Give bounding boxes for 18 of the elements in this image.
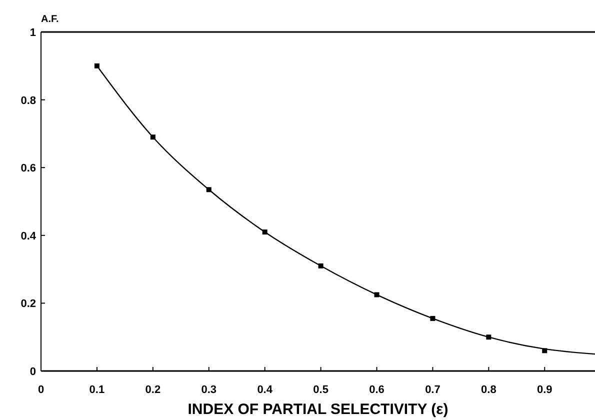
x-tick-label: 0.6 (369, 384, 384, 396)
y-tick-label: 1 (30, 27, 36, 39)
y-tick-label: 0 (30, 366, 36, 378)
y-tick-label: 0.8 (20, 94, 36, 107)
x-tick-label: 0.8 (481, 384, 496, 396)
x-tick-label: 0.3 (201, 384, 217, 396)
x-axis-title: INDEX OF PARTIAL SELECTIVITY (ε) (188, 401, 448, 418)
y-tick-label: 0.4 (20, 230, 37, 242)
x-tick-label: 0 (38, 384, 44, 396)
x-tick-label: 0.9 (536, 384, 552, 396)
x-tick-label: 0.1 (89, 384, 105, 396)
y-axis-title: A.F. (41, 14, 59, 25)
x-tick-label: 0.4 (257, 384, 274, 396)
x-tick-label: 0.5 (313, 384, 328, 396)
x-tick-label: 0.7 (425, 384, 440, 396)
y-tick-label: 0.2 (20, 298, 36, 310)
x-tick-label: 0.2 (145, 384, 161, 396)
y-tick-label: 0.6 (20, 162, 36, 175)
